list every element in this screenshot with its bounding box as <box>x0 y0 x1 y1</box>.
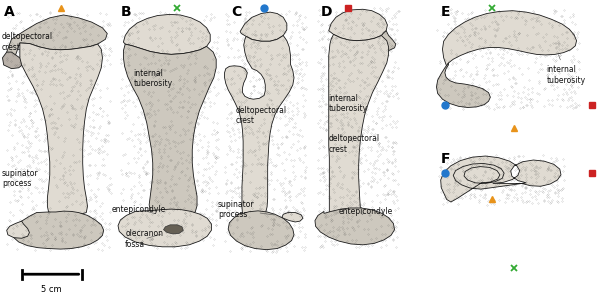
Text: supinator
process: supinator process <box>2 168 38 188</box>
Text: entepicondyle: entepicondyle <box>339 207 393 216</box>
Text: olecranon
fossa: olecranon fossa <box>125 230 163 249</box>
Polygon shape <box>2 52 23 69</box>
Polygon shape <box>118 209 211 247</box>
Polygon shape <box>329 9 388 41</box>
Text: A: A <box>4 5 14 19</box>
Polygon shape <box>370 31 396 52</box>
Polygon shape <box>124 14 210 54</box>
Text: deltopectoral
crest: deltopectoral crest <box>236 101 287 125</box>
Text: internal
tuberosity: internal tuberosity <box>329 94 368 113</box>
Polygon shape <box>13 211 104 249</box>
Polygon shape <box>442 11 577 66</box>
Polygon shape <box>240 12 287 41</box>
Text: 5 cm: 5 cm <box>41 285 62 294</box>
Text: internal
tuberosity: internal tuberosity <box>134 69 173 88</box>
Polygon shape <box>282 213 303 222</box>
Polygon shape <box>440 156 561 202</box>
Polygon shape <box>124 44 216 217</box>
Polygon shape <box>164 225 183 234</box>
Text: internal
tuberosity: internal tuberosity <box>547 55 586 85</box>
Polygon shape <box>329 35 389 221</box>
Polygon shape <box>20 43 103 215</box>
Text: C: C <box>231 5 241 19</box>
Polygon shape <box>7 221 29 238</box>
Text: F: F <box>440 152 450 166</box>
Text: B: B <box>121 5 131 19</box>
Polygon shape <box>315 208 395 245</box>
Text: D: D <box>321 5 332 19</box>
Polygon shape <box>224 35 294 220</box>
Polygon shape <box>436 63 490 107</box>
Polygon shape <box>7 15 107 66</box>
Text: deltopectoral
crest: deltopectoral crest <box>2 32 53 52</box>
Text: supinator
process: supinator process <box>218 200 275 219</box>
Polygon shape <box>228 211 294 250</box>
Text: entepicondyle: entepicondyle <box>112 205 166 214</box>
Text: deltopectoral
crest: deltopectoral crest <box>329 134 380 154</box>
Text: E: E <box>440 5 450 19</box>
